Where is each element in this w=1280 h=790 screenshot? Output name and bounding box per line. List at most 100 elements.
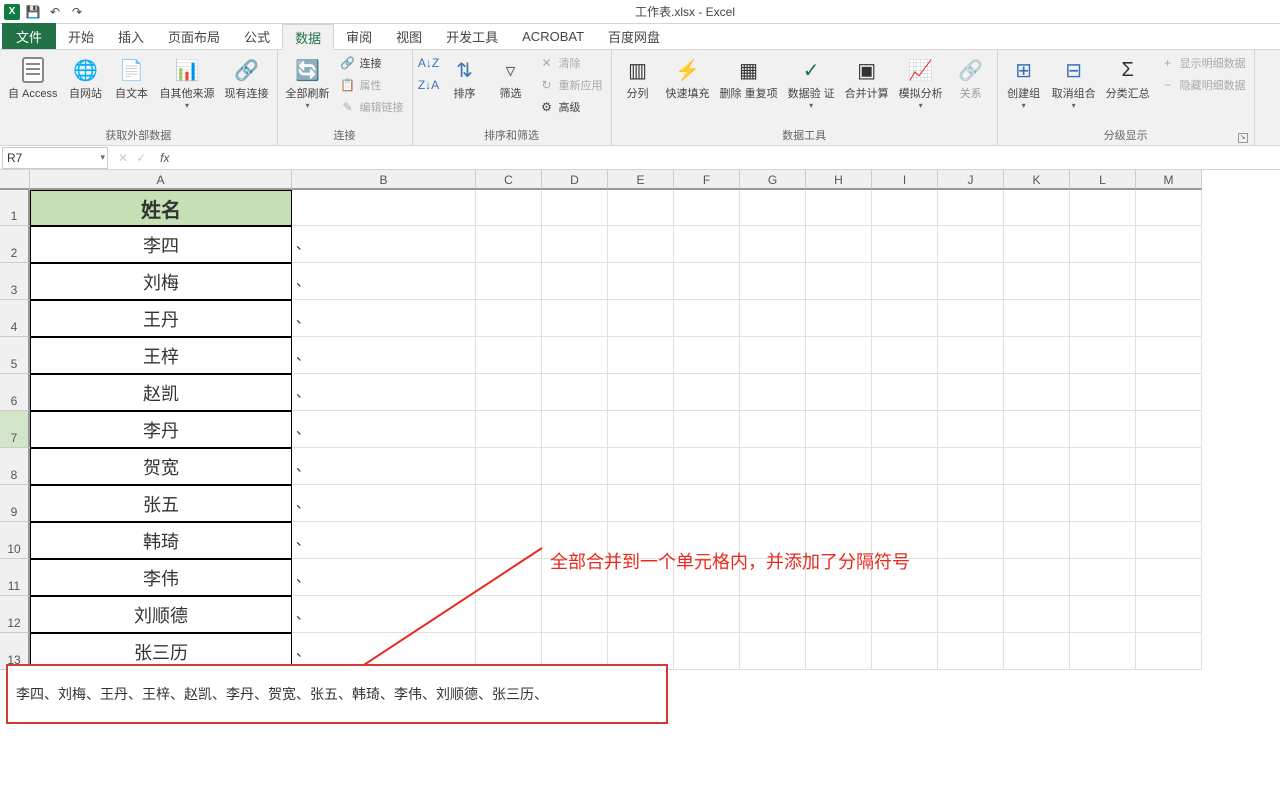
properties-button[interactable]: 📋属性 bbox=[336, 74, 408, 96]
cell-G6[interactable] bbox=[740, 374, 806, 411]
col-header-I[interactable]: I bbox=[872, 170, 938, 190]
row-header-11[interactable]: 11 bbox=[0, 559, 30, 596]
cell-F4[interactable] bbox=[674, 300, 740, 337]
select-all-corner[interactable] bbox=[0, 170, 30, 190]
cell-H4[interactable] bbox=[806, 300, 872, 337]
cell-C9[interactable] bbox=[476, 485, 542, 522]
cell-H9[interactable] bbox=[806, 485, 872, 522]
cell-L8[interactable] bbox=[1070, 448, 1136, 485]
cell-E3[interactable] bbox=[608, 263, 674, 300]
cell-K3[interactable] bbox=[1004, 263, 1070, 300]
cell-F7[interactable] bbox=[674, 411, 740, 448]
cell-B11[interactable]: 、 bbox=[292, 559, 476, 596]
cell-J4[interactable] bbox=[938, 300, 1004, 337]
tab-开始[interactable]: 开始 bbox=[56, 23, 106, 49]
cell-M10[interactable] bbox=[1136, 522, 1202, 559]
cell-L12[interactable] bbox=[1070, 596, 1136, 633]
cell-K6[interactable] bbox=[1004, 374, 1070, 411]
data-validation-button[interactable]: ✓数据验 证▾ bbox=[784, 52, 839, 112]
cell-L11[interactable] bbox=[1070, 559, 1136, 596]
cell-F3[interactable] bbox=[674, 263, 740, 300]
cell-J8[interactable] bbox=[938, 448, 1004, 485]
cell-L2[interactable] bbox=[1070, 226, 1136, 263]
cell-A8[interactable]: 贺宽 bbox=[30, 448, 292, 485]
cell-B3[interactable]: 、 bbox=[292, 263, 476, 300]
cell-G13[interactable] bbox=[740, 633, 806, 670]
cell-F8[interactable] bbox=[674, 448, 740, 485]
cell-A4[interactable]: 王丹 bbox=[30, 300, 292, 337]
from-access-button[interactable]: 自 Access bbox=[4, 52, 62, 103]
row-header-3[interactable]: 3 bbox=[0, 263, 30, 300]
cell-M8[interactable] bbox=[1136, 448, 1202, 485]
tab-file[interactable]: 文件 bbox=[2, 23, 56, 49]
relationships-button[interactable]: 🔗关系 bbox=[949, 52, 993, 103]
cell-G1[interactable] bbox=[740, 190, 806, 226]
consolidate-button[interactable]: ▣合并计算 bbox=[841, 52, 893, 103]
row-header-10[interactable]: 10 bbox=[0, 522, 30, 559]
cell-B1[interactable] bbox=[292, 190, 476, 226]
cell-D9[interactable] bbox=[542, 485, 608, 522]
cell-K12[interactable] bbox=[1004, 596, 1070, 633]
cell-J11[interactable] bbox=[938, 559, 1004, 596]
cell-J13[interactable] bbox=[938, 633, 1004, 670]
cell-H7[interactable] bbox=[806, 411, 872, 448]
cell-K7[interactable] bbox=[1004, 411, 1070, 448]
cell-M3[interactable] bbox=[1136, 263, 1202, 300]
cell-K8[interactable] bbox=[1004, 448, 1070, 485]
cell-M9[interactable] bbox=[1136, 485, 1202, 522]
cell-G3[interactable] bbox=[740, 263, 806, 300]
row-header-5[interactable]: 5 bbox=[0, 337, 30, 374]
row-header-4[interactable]: 4 bbox=[0, 300, 30, 337]
cell-I1[interactable] bbox=[872, 190, 938, 226]
cell-F1[interactable] bbox=[674, 190, 740, 226]
cell-B10[interactable]: 、 bbox=[292, 522, 476, 559]
cell-A6[interactable]: 赵凯 bbox=[30, 374, 292, 411]
cell-B2[interactable]: 、 bbox=[292, 226, 476, 263]
cell-K4[interactable] bbox=[1004, 300, 1070, 337]
cell-L5[interactable] bbox=[1070, 337, 1136, 374]
cell-C12[interactable] bbox=[476, 596, 542, 633]
cell-C4[interactable] bbox=[476, 300, 542, 337]
cell-A3[interactable]: 刘梅 bbox=[30, 263, 292, 300]
cell-E7[interactable] bbox=[608, 411, 674, 448]
cell-G2[interactable] bbox=[740, 226, 806, 263]
cell-D12[interactable] bbox=[542, 596, 608, 633]
cell-M5[interactable] bbox=[1136, 337, 1202, 374]
tab-百度网盘[interactable]: 百度网盘 bbox=[596, 23, 672, 49]
cell-F2[interactable] bbox=[674, 226, 740, 263]
cell-D2[interactable] bbox=[542, 226, 608, 263]
cell-F12[interactable] bbox=[674, 596, 740, 633]
row-header-6[interactable]: 6 bbox=[0, 374, 30, 411]
cell-A9[interactable]: 张五 bbox=[30, 485, 292, 522]
col-header-A[interactable]: A bbox=[30, 170, 292, 190]
cell-A2[interactable]: 李四 bbox=[30, 226, 292, 263]
cell-K13[interactable] bbox=[1004, 633, 1070, 670]
cell-E1[interactable] bbox=[608, 190, 674, 226]
col-header-M[interactable]: M bbox=[1136, 170, 1202, 190]
tab-开发工具[interactable]: 开发工具 bbox=[434, 23, 510, 49]
col-header-J[interactable]: J bbox=[938, 170, 1004, 190]
cell-E8[interactable] bbox=[608, 448, 674, 485]
cell-J10[interactable] bbox=[938, 522, 1004, 559]
cell-G5[interactable] bbox=[740, 337, 806, 374]
save-icon[interactable]: 💾 bbox=[24, 3, 42, 21]
from-other-button[interactable]: 📊自其他来源▾ bbox=[156, 52, 219, 112]
cell-L3[interactable] bbox=[1070, 263, 1136, 300]
advanced-filter-button[interactable]: ⚙高级 bbox=[535, 96, 607, 118]
col-header-K[interactable]: K bbox=[1004, 170, 1070, 190]
cell-C2[interactable] bbox=[476, 226, 542, 263]
cell-B4[interactable]: 、 bbox=[292, 300, 476, 337]
cell-A7[interactable]: 李丹 bbox=[30, 411, 292, 448]
cell-H1[interactable] bbox=[806, 190, 872, 226]
cell-E9[interactable] bbox=[608, 485, 674, 522]
cell-L10[interactable] bbox=[1070, 522, 1136, 559]
flash-fill-button[interactable]: ⚡快速填充 bbox=[662, 52, 714, 103]
col-header-H[interactable]: H bbox=[806, 170, 872, 190]
cell-C8[interactable] bbox=[476, 448, 542, 485]
cell-D6[interactable] bbox=[542, 374, 608, 411]
cell-K10[interactable] bbox=[1004, 522, 1070, 559]
cell-K1[interactable] bbox=[1004, 190, 1070, 226]
row-header-9[interactable]: 9 bbox=[0, 485, 30, 522]
col-header-L[interactable]: L bbox=[1070, 170, 1136, 190]
cell-M2[interactable] bbox=[1136, 226, 1202, 263]
